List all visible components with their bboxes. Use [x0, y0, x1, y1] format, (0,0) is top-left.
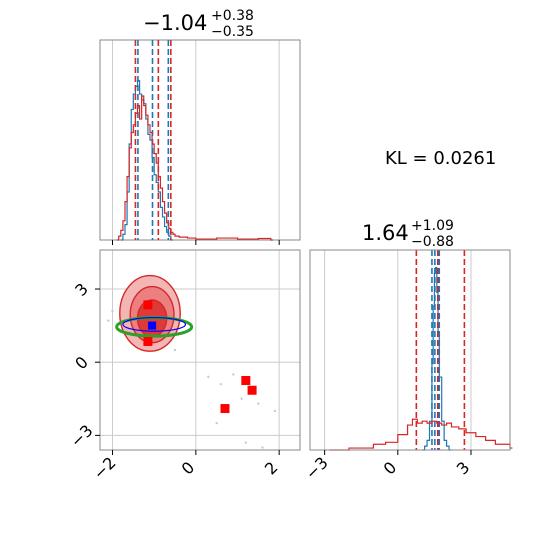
histogram-series-0: [422, 267, 452, 451]
x-tick-label: −2: [90, 453, 120, 483]
title-param-2-upper: +1.09: [411, 218, 454, 234]
x-tick-label: 2: [261, 458, 282, 479]
kl-annotation: KL = 0.0261: [385, 148, 496, 169]
panel-marginal-param-2: −3 0 3: [302, 249, 513, 483]
outlier-point: [107, 319, 110, 322]
outlier-point: [273, 409, 277, 413]
outlier-point: [232, 373, 235, 376]
title-param-2-lower: −0.88: [411, 234, 454, 250]
red-marker: [241, 375, 251, 385]
title-param-2: 1.64 +1.09 −0.88: [362, 218, 454, 250]
outlier-point: [261, 446, 264, 449]
red-marker: [143, 300, 153, 310]
outlier-point: [215, 421, 218, 425]
x-tick-label: 3: [453, 458, 474, 479]
y-tick-label: 3: [71, 279, 92, 300]
blue-ellipse: [122, 316, 187, 332]
red-marker: [220, 404, 230, 414]
panel-joint-2d: −2 0 2 3 0 −3: [67, 249, 301, 483]
y-tick-label: 0: [71, 353, 92, 374]
title-param-1-lower: −0.35: [211, 24, 254, 40]
histogram-series-1: [329, 418, 513, 451]
outlier-point: [219, 382, 223, 386]
axes-frame: [99, 39, 301, 241]
red-marker: [143, 336, 153, 346]
title-param-1-upper: +0.38: [211, 8, 254, 24]
blue-marker: [148, 321, 157, 330]
outlier-point: [207, 375, 210, 379]
outlier-point: [111, 309, 114, 313]
title-param-2-median: 1.64: [362, 221, 409, 245]
red-marker: [247, 385, 257, 395]
x-tick-label: 0: [380, 458, 401, 479]
axes-frame: [309, 249, 511, 451]
outlier-point: [173, 348, 177, 352]
x-tick-label: −3: [302, 453, 332, 483]
outlier-point: [257, 402, 260, 405]
histogram-series-1: [116, 95, 273, 241]
x-tick-label: 0: [178, 458, 199, 479]
axes-frame: [99, 249, 301, 451]
panel-marginal-param-1: [99, 39, 301, 245]
title-param-1: −1.04 +0.38 −0.35: [143, 8, 254, 40]
histogram-series-0: [120, 80, 173, 241]
y-tick-label: −3: [67, 421, 97, 451]
outlier-point: [240, 397, 243, 400]
outlier-point: [244, 441, 248, 444]
title-param-1-median: −1.04: [143, 11, 207, 35]
